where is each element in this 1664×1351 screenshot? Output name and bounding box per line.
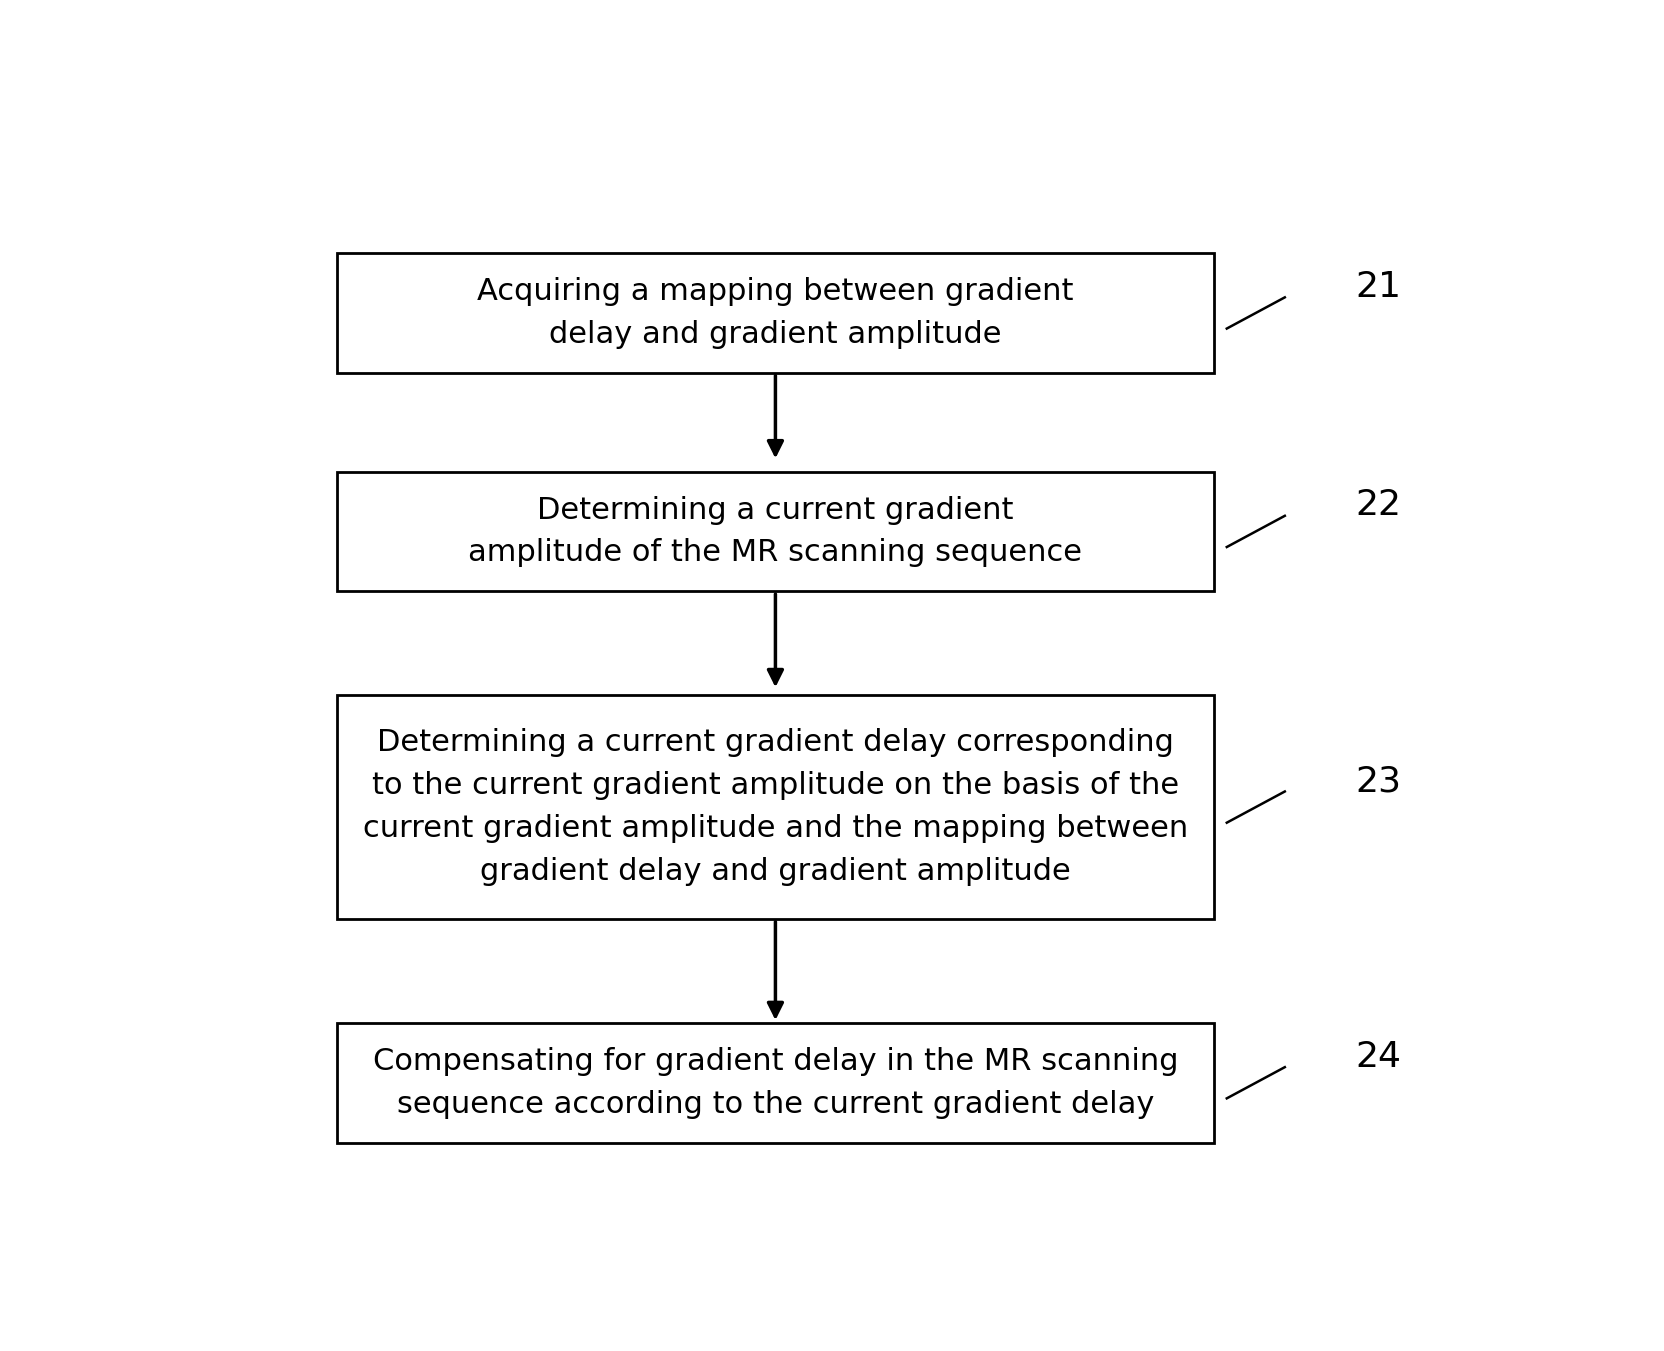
Text: Acquiring a mapping between gradient
delay and gradient amplitude: Acquiring a mapping between gradient del… — [478, 277, 1073, 349]
Text: 22: 22 — [1356, 489, 1401, 523]
Bar — [336, 1023, 1215, 1143]
Text: 23: 23 — [1356, 765, 1401, 798]
Bar — [336, 696, 1215, 919]
Text: Determining a current gradient delay corresponding
to the current gradient ampli: Determining a current gradient delay cor… — [363, 728, 1188, 886]
Bar — [336, 471, 1215, 592]
Text: 24: 24 — [1356, 1040, 1401, 1074]
Bar — [336, 253, 1215, 373]
Text: Compensating for gradient delay in the MR scanning
sequence according to the cur: Compensating for gradient delay in the M… — [373, 1047, 1178, 1119]
Text: Determining a current gradient
amplitude of the MR scanning sequence: Determining a current gradient amplitude… — [469, 496, 1082, 567]
Text: 21: 21 — [1356, 270, 1401, 304]
